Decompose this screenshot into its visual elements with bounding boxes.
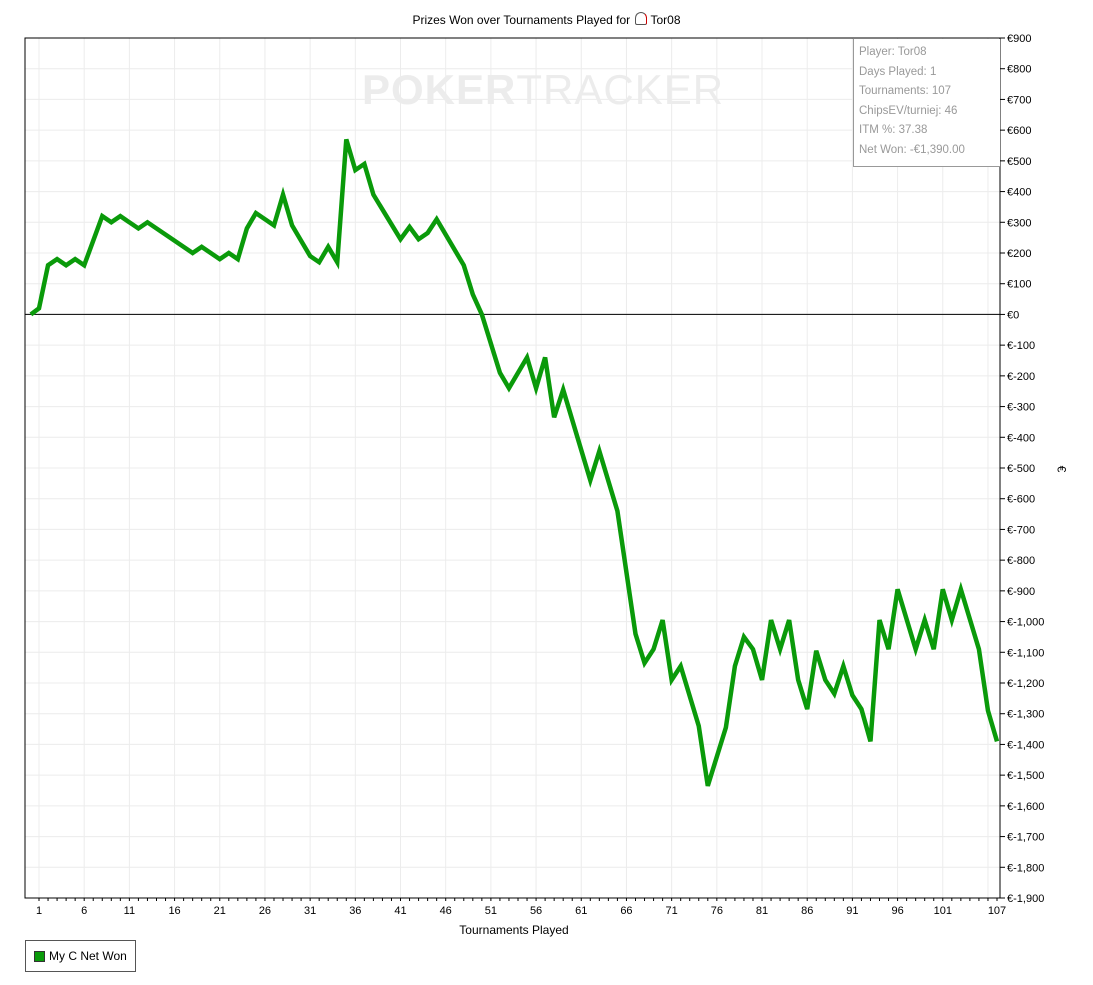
x-tick-label: 86 [801, 905, 813, 917]
y-tick-label: €300 [1007, 217, 1031, 229]
y-tick-label: €100 [1007, 279, 1031, 291]
y-tick-label: €800 [1007, 64, 1031, 76]
y-tick-label: €-1,200 [1007, 678, 1044, 690]
chart-title: Prizes Won over Tournaments Played for T… [0, 12, 1093, 27]
y-tick-label: €-400 [1007, 432, 1035, 444]
pokertracker-watermark: POKERTRACKER [362, 66, 724, 114]
y-tick-label: €-300 [1007, 402, 1035, 414]
x-tick-label: 96 [891, 905, 903, 917]
x-tick-label: 76 [711, 905, 723, 917]
stat-days: Days Played: 1 [859, 65, 937, 78]
x-tick-label: 107 [988, 905, 1006, 917]
y-tick-label: €-1,000 [1007, 617, 1044, 629]
y-tick-label: €-1,600 [1007, 801, 1044, 813]
x-tick-label: 21 [214, 905, 226, 917]
y-tick-label: €-900 [1007, 586, 1035, 598]
x-tick-label: 1 [36, 905, 42, 917]
pokertracker-player-icon [635, 12, 648, 25]
x-axis-label: Tournaments Played [459, 923, 569, 937]
stat-player: Player: Tor08 [859, 46, 927, 58]
x-tick-label: 56 [530, 905, 542, 917]
x-tick-label: 61 [575, 905, 587, 917]
stat-net-won: Net Won: -€1,390.00 [859, 143, 965, 156]
y-tick-label: €-1,700 [1007, 832, 1044, 844]
y-tick-label: €-700 [1007, 524, 1035, 536]
x-tick-label: 36 [349, 905, 361, 917]
y-tick-label: €-1,500 [1007, 770, 1044, 782]
y-tick-label: €-800 [1007, 555, 1035, 567]
legend-label: My C Net Won [49, 949, 127, 963]
x-tick-label: 31 [304, 905, 316, 917]
y-tick-label: €700 [1007, 94, 1031, 106]
x-tick-label: 51 [485, 905, 497, 917]
y-tick-label: €-600 [1007, 494, 1035, 506]
x-tick-label: 16 [168, 905, 180, 917]
y-tick-label: €-1,300 [1007, 709, 1044, 721]
y-tick-label: €400 [1007, 187, 1031, 199]
y-tick-label: €-500 [1007, 463, 1035, 475]
title-player: Tor08 [650, 13, 681, 27]
stat-itm: ITM %: 37.38 [859, 124, 928, 136]
y-axis-label: € [1054, 465, 1069, 473]
y-tick-label: €-1,900 [1007, 893, 1044, 905]
y-tick-label: €200 [1007, 248, 1031, 260]
y-tick-label: €-1,400 [1007, 739, 1044, 751]
x-tick-label: 26 [259, 905, 271, 917]
stat-tournaments: Tournaments: 107 [859, 85, 952, 97]
y-tick-label: €600 [1007, 125, 1031, 137]
y-tick-label: €-1,800 [1007, 862, 1044, 874]
legend-swatch [34, 950, 45, 962]
x-tick-label: 11 [124, 905, 135, 917]
watermark-thin: TRACKER [516, 66, 725, 113]
y-tick-label: €0 [1007, 309, 1019, 321]
x-tick-label: 66 [620, 905, 632, 917]
x-tick-label: 101 [934, 905, 952, 917]
x-tick-label: 91 [846, 905, 858, 917]
y-tick-label: €-200 [1007, 371, 1035, 383]
stat-chipsev: ChipsEV/turniej: 46 [859, 104, 958, 117]
stats-box: Player: Tor08 Days Played: 1 Tournaments… [853, 39, 1000, 167]
y-tick-label: €-100 [1007, 340, 1035, 352]
watermark-bold: POKER [362, 66, 517, 113]
y-tick-label: €-1,100 [1007, 647, 1044, 659]
x-tick-label: 71 [666, 905, 678, 917]
title-text: Prizes Won over Tournaments Played for [412, 13, 631, 27]
x-tick-label: 41 [394, 905, 406, 917]
y-tick-label: €500 [1007, 156, 1031, 168]
x-tick-label: 81 [756, 905, 768, 917]
legend[interactable]: My C Net Won [25, 940, 136, 972]
y-tick-label: €900 [1007, 33, 1031, 45]
x-tick-label: 46 [440, 905, 452, 917]
x-tick-label: 6 [81, 905, 87, 917]
